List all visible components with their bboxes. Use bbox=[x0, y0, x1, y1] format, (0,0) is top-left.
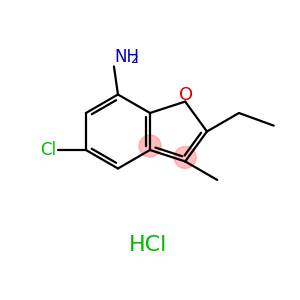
Circle shape bbox=[139, 135, 161, 157]
Text: 2: 2 bbox=[130, 53, 138, 66]
Circle shape bbox=[174, 146, 196, 168]
Text: Cl: Cl bbox=[40, 141, 56, 159]
Text: NH: NH bbox=[114, 47, 139, 65]
Text: HCl: HCl bbox=[129, 235, 167, 255]
Text: O: O bbox=[179, 85, 193, 103]
